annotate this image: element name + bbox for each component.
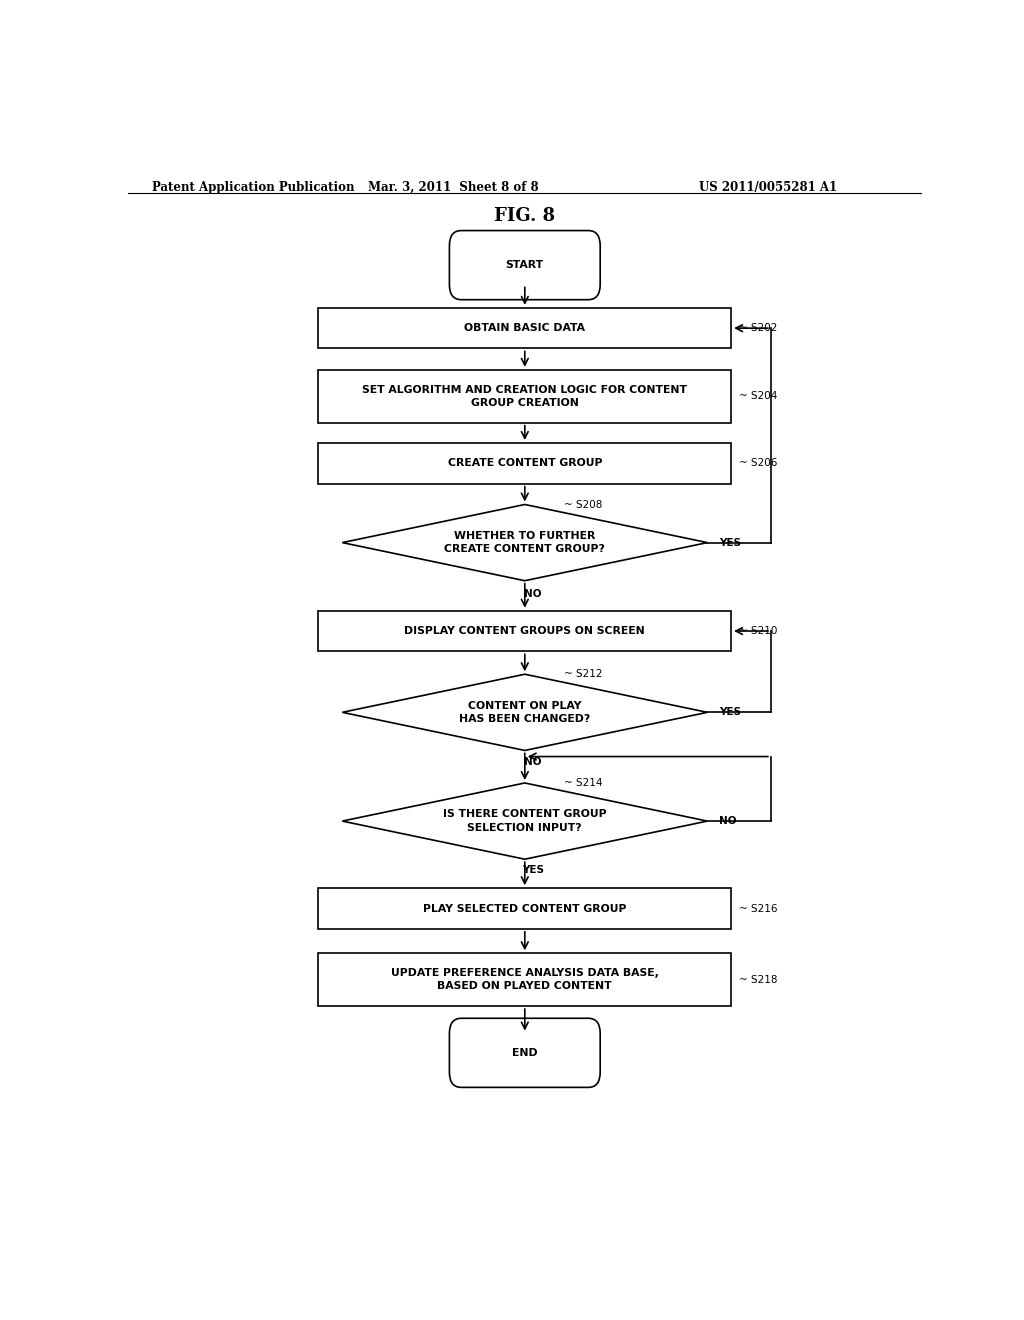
Text: ~ S214: ~ S214	[564, 777, 603, 788]
Text: Patent Application Publication: Patent Application Publication	[152, 181, 354, 194]
FancyBboxPatch shape	[318, 611, 731, 651]
Text: WHETHER TO FURTHER
CREATE CONTENT GROUP?: WHETHER TO FURTHER CREATE CONTENT GROUP?	[444, 531, 605, 554]
Text: ~ S206: ~ S206	[739, 458, 777, 469]
Text: END: END	[512, 1048, 538, 1057]
FancyBboxPatch shape	[318, 444, 731, 483]
FancyBboxPatch shape	[318, 308, 731, 348]
Text: ~ S218: ~ S218	[739, 974, 777, 985]
Text: PLAY SELECTED CONTENT GROUP: PLAY SELECTED CONTENT GROUP	[423, 903, 627, 913]
Text: ~ S216: ~ S216	[739, 903, 777, 913]
FancyBboxPatch shape	[318, 953, 731, 1006]
Text: NO: NO	[524, 756, 542, 767]
FancyBboxPatch shape	[318, 370, 731, 422]
Text: OBTAIN BASIC DATA: OBTAIN BASIC DATA	[464, 323, 586, 333]
Text: ~ S212: ~ S212	[564, 669, 603, 680]
Text: FIG. 8: FIG. 8	[495, 207, 555, 226]
Text: UPDATE PREFERENCE ANALYSIS DATA BASE,
BASED ON PLAYED CONTENT: UPDATE PREFERENCE ANALYSIS DATA BASE, BA…	[391, 968, 658, 991]
FancyBboxPatch shape	[450, 231, 600, 300]
Text: SET ALGORITHM AND CREATION LOGIC FOR CONTENT
GROUP CREATION: SET ALGORITHM AND CREATION LOGIC FOR CON…	[362, 384, 687, 408]
Text: NO: NO	[524, 589, 542, 599]
Text: YES: YES	[522, 866, 544, 875]
Text: CONTENT ON PLAY
HAS BEEN CHANGED?: CONTENT ON PLAY HAS BEEN CHANGED?	[459, 701, 591, 723]
Text: ~ S204: ~ S204	[739, 391, 777, 401]
FancyBboxPatch shape	[450, 1018, 600, 1088]
Text: IS THERE CONTENT GROUP
SELECTION INPUT?: IS THERE CONTENT GROUP SELECTION INPUT?	[443, 809, 606, 833]
Text: START: START	[506, 260, 544, 271]
Text: YES: YES	[719, 537, 741, 548]
Text: ~ S202: ~ S202	[739, 323, 777, 333]
Text: ~ S210: ~ S210	[739, 626, 777, 636]
Text: NO: NO	[719, 816, 736, 826]
Text: Mar. 3, 2011  Sheet 8 of 8: Mar. 3, 2011 Sheet 8 of 8	[368, 181, 539, 194]
Text: US 2011/0055281 A1: US 2011/0055281 A1	[699, 181, 838, 194]
Polygon shape	[342, 783, 708, 859]
FancyBboxPatch shape	[318, 888, 731, 929]
Polygon shape	[342, 504, 708, 581]
Polygon shape	[342, 675, 708, 751]
Text: DISPLAY CONTENT GROUPS ON SCREEN: DISPLAY CONTENT GROUPS ON SCREEN	[404, 626, 645, 636]
Text: CREATE CONTENT GROUP: CREATE CONTENT GROUP	[447, 458, 602, 469]
Text: ~ S208: ~ S208	[564, 499, 603, 510]
Text: YES: YES	[719, 708, 741, 717]
